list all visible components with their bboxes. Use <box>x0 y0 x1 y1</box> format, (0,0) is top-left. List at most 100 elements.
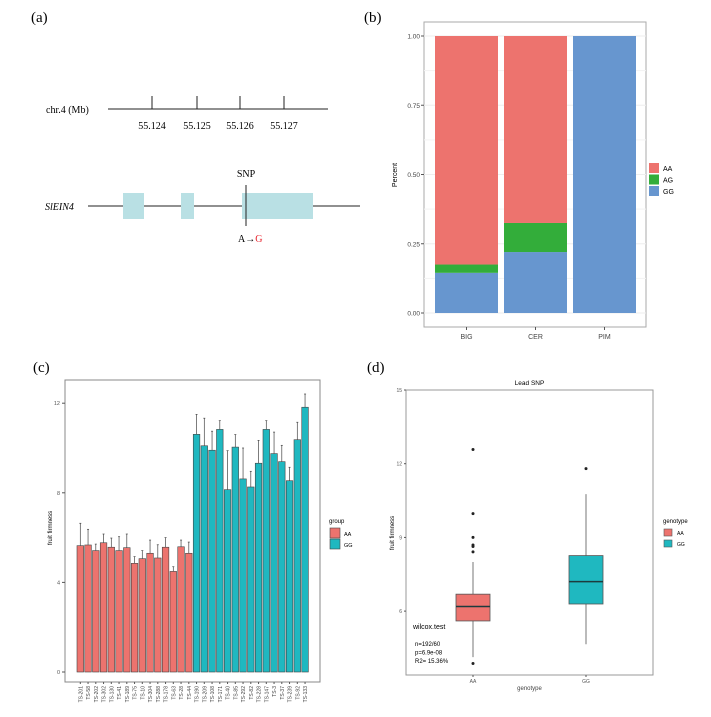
stat-annotation: n=192/60 <box>415 642 441 648</box>
x-tick-label: TS-133 <box>303 686 309 703</box>
x-tick-label: TS-63 <box>171 686 177 700</box>
x-tick-label: TS-190 <box>195 686 201 703</box>
x-tick-label: GG <box>582 679 590 685</box>
chromosome-label: chr.4 (Mb) <box>46 105 89 116</box>
bar-TS-37 <box>278 461 286 673</box>
legend-label-GG: GG <box>344 543 353 549</box>
bar-TS-147 <box>262 429 270 673</box>
y-axis-label: fruit firmness <box>390 516 396 550</box>
y-tick-label: 4 <box>57 580 60 586</box>
legend-swatch-GG <box>329 538 341 550</box>
bar-TS-178 <box>161 546 170 673</box>
bar-TS-288 <box>154 557 162 673</box>
x-tick-label: TS-147 <box>264 686 270 703</box>
bar-TS-40 <box>223 489 232 673</box>
legend-swatch-AA <box>663 528 673 537</box>
legend-label-AA: AA <box>663 166 673 173</box>
stat-annotation: wilcox.test <box>412 624 445 631</box>
bar-TS-171 <box>216 429 224 673</box>
panel-label-b: (b) <box>364 10 382 26</box>
panel-label-c: (c) <box>33 360 50 376</box>
x-tick-label: TS-40 <box>226 686 232 700</box>
x-tick-label: TS-3 <box>272 686 278 697</box>
y-tick-label: 9 <box>399 535 402 541</box>
allele-change: A→G <box>238 234 262 245</box>
bar-TS-302 <box>99 542 108 673</box>
x-tick-label: TS-171 <box>218 686 224 703</box>
bar-TS-82 <box>247 486 255 673</box>
outlier-point <box>471 550 475 554</box>
bar-CER-AA <box>504 36 567 223</box>
y-tick-label: 12 <box>54 401 60 407</box>
gene-model-panel: chr.4 (Mb) 55.124 55.125 55.126 55.127 SlEI… <box>45 96 360 245</box>
bar-TS-63 <box>169 571 177 673</box>
bar-TS-130 <box>107 546 115 673</box>
y-tick-label: 6 <box>399 609 402 615</box>
bar-TS-41 <box>115 550 123 673</box>
x-tick-label: TS-92 <box>295 686 301 700</box>
x-tick-label: TS-202 <box>94 686 100 703</box>
bar-CER-AG <box>504 222 567 253</box>
x-tick-label: TS-41 <box>117 686 123 700</box>
legend-swatch-AG <box>649 174 659 185</box>
box-AA <box>455 593 491 622</box>
y-axis-label: fruit firmness <box>48 511 54 545</box>
bar-TS-92 <box>293 439 301 673</box>
bar-TS-292 <box>239 478 247 673</box>
x-axis-label: genotype <box>517 686 542 692</box>
legend-swatch-AA <box>649 163 659 173</box>
x-tick-label: TS-85 <box>233 686 239 700</box>
y-tick-label: 8 <box>57 491 60 497</box>
x-tick-label: TS-228 <box>257 686 263 703</box>
y-tick-label: 0.25 <box>407 241 420 248</box>
y-tick-label: 0.00 <box>407 311 420 318</box>
genotype-frequency-chart: 0.00 0.25 0.50 0.75 1.00 Percent BIG CER PIM AA AG… <box>392 21 674 341</box>
allele-ref: A <box>238 234 246 245</box>
x-tick-label: TS-44 <box>187 686 193 700</box>
stat-annotation: R2= 15.36% <box>415 659 449 665</box>
chromosome-tick-label: 55.124 <box>138 121 166 132</box>
legend-label-GG: GG <box>663 189 674 196</box>
outlier-point <box>471 535 475 539</box>
x-tick-label: TS-288 <box>156 686 162 703</box>
bar-TS-44 <box>185 552 193 673</box>
legend-swatch-GG <box>649 186 659 196</box>
exon-1 <box>123 193 144 219</box>
x-tick-label: TS-178 <box>164 686 170 703</box>
x-tick-label: TS-239 <box>288 686 294 703</box>
plot-panel <box>405 389 654 676</box>
panel-label-a: (a) <box>31 10 48 26</box>
x-tick-label: TS-28 <box>179 686 185 700</box>
firmness-box-plot: Lead SNP 6 9 12 15 fruit firmness genotype AA GG… <box>390 380 688 692</box>
bar-TS-28 <box>177 546 185 673</box>
x-tick-label: PIM <box>598 334 611 341</box>
chart-title: Lead SNP <box>515 380 545 387</box>
bar-TS-202 <box>92 550 100 673</box>
bar-BIG-AA <box>435 36 498 265</box>
exon-3 <box>242 193 313 219</box>
x-tick-label: TS-304 <box>148 686 154 703</box>
bar-TS-108 <box>208 449 216 673</box>
x-tick-label: TS-201 <box>78 686 84 703</box>
y-tick-label: 0 <box>57 670 60 676</box>
x-tick-label: TS-108 <box>210 686 216 703</box>
bar-TS-189 <box>123 547 131 673</box>
y-tick-label: 15 <box>396 388 402 394</box>
legend-swatch-GG <box>663 539 673 548</box>
snp-label: SNP <box>237 169 256 180</box>
outlier-point <box>471 661 475 665</box>
x-tick-label: TS-58 <box>86 686 92 700</box>
bar-TS-228 <box>254 462 263 673</box>
legend-title: genotype <box>663 519 688 525</box>
legend-label-AA: AA <box>677 531 684 537</box>
bar-TS-85 <box>231 446 239 673</box>
y-axis-label: Percent <box>392 163 399 187</box>
x-tick-label: TS-37 <box>280 686 286 700</box>
bar-TS-190 <box>192 434 201 673</box>
bar-CER-GG <box>504 252 567 313</box>
x-tick-label: BIG <box>460 334 472 341</box>
x-tick-label: TS-10 <box>140 686 146 700</box>
legend-label-GG: GG <box>677 542 685 548</box>
bar-TS-304 <box>146 552 154 673</box>
chromosome-tick-label: 55.125 <box>183 121 211 132</box>
